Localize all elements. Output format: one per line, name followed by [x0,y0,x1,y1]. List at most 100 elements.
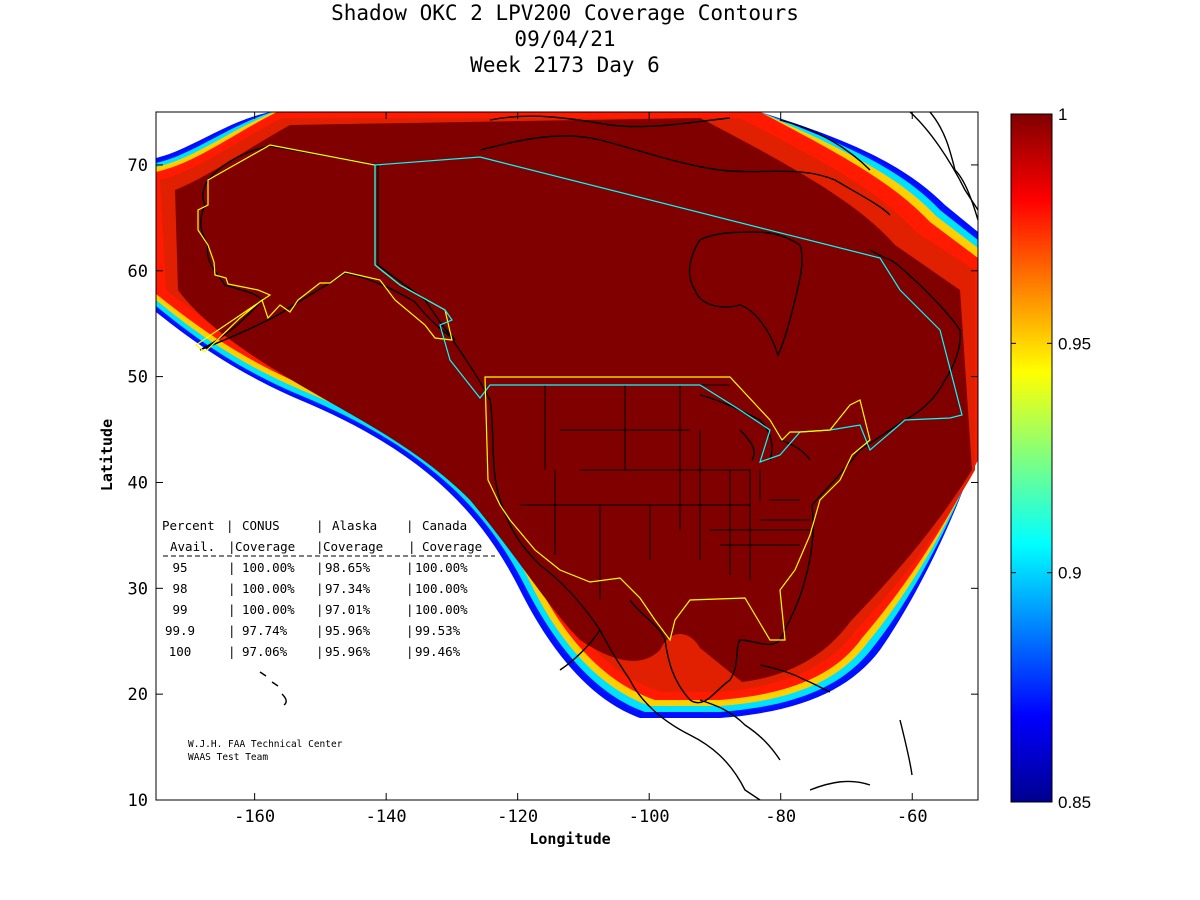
table-cell: 97.01% [325,602,371,617]
plot-area [156,112,978,800]
y-axis: 10 20 30 40 50 60 70 [128,156,978,811]
title-line-3: Week 2173 Day 6 [470,53,660,77]
table-sep: | [316,581,324,596]
y-tick-label: 50 [128,368,148,388]
y-tick-label: 70 [128,156,148,176]
coastline-great-lakes [699,394,811,461]
x-axis: -160 -140 -120 -100 -80 -60 [234,112,928,827]
table-sep: | [408,539,416,554]
table-header-canada: Canada [422,518,467,533]
title-line-2: 09/04/21 [514,27,616,51]
coastline-mexico [559,629,781,761]
table-cell: 95.96% [325,623,371,638]
table-header-canada-coverage: Coverage [422,539,482,554]
table-cell: 99.46% [415,644,461,659]
alaska-boundary [194,144,453,353]
x-tick-label: -160 [234,807,275,827]
coverage-contours [156,112,978,718]
table-sep: | [228,623,236,638]
x-tick-label: -100 [629,807,670,827]
table-sep: | [228,539,236,554]
conus-boundary [484,376,871,642]
table-header-alaska-coverage: Coverage [323,539,383,554]
table-cell: 97.06% [242,644,288,659]
y-tick-label: 60 [128,262,148,282]
table-sep: | [406,581,414,596]
table-row: 98 100.00% 97.34% 100.00%| | | [172,581,468,596]
coastline-hawaii [259,671,287,706]
table-sep: | [406,518,414,533]
table-cell: 97.34% [325,581,371,596]
table-cell: 100.00% [242,602,295,617]
table-row: 99.9 97.74% 95.96% 99.53%| | | [165,623,461,638]
coastline-east [804,249,962,581]
table-sep: | [316,623,324,638]
contour-full-coverage [175,118,972,682]
y-axis-label: Latitude [98,419,116,491]
table-cell: 95 [172,560,187,575]
table-header-alaska: Alaska [332,518,377,533]
table-cell: 99 [172,602,187,617]
table-header-row-2: Avail. | Coverage | Coverage | Coverage [170,539,482,554]
table-cell: 100.00% [415,560,468,575]
y-tick-label: 20 [128,685,148,705]
x-tick-label: -120 [497,807,538,827]
colorbar-tick-label: 0.95 [1058,334,1091,353]
plot-frame [155,111,979,801]
table-cell: 100.00% [415,581,468,596]
coverage-table: Percent | CONUS | Alaska | Canada Avail.… [162,518,495,659]
table-sep: | [316,602,324,617]
table-header-percent: Percent [162,518,215,533]
table-header-conus: CONUS [242,518,280,533]
table-sep: | [316,518,324,533]
table-cell: 100 [169,644,192,659]
table-cell: 100.00% [242,581,295,596]
y-tick-label: 40 [128,473,148,493]
table-sep: | [406,560,414,575]
table-header-row-1: Percent | CONUS | Alaska | Canada [162,518,467,533]
x-tick-label: -60 [897,807,928,827]
table-cell: 100.00% [415,602,468,617]
colorbar-ticks: 0.85 0.9 0.95 1 [1011,105,1091,812]
colorbar-tick-label: 0.85 [1058,793,1091,812]
coastlines [199,112,978,800]
table-cell: 99.53% [415,623,461,638]
table-header-conus-coverage: Coverage [235,539,295,554]
table-cell: 98 [172,581,187,596]
coastline-arctic [479,112,978,216]
table-cell: 95.96% [325,644,371,659]
canada-boundary [374,156,963,463]
colorbar-tick-label: 1 [1058,105,1067,124]
table-sep: | [406,644,414,659]
x-tick-label: -80 [765,807,796,827]
coastline-greenland [929,112,978,221]
table-cell: 97.74% [242,623,288,638]
credit-line-2: WAAS Test Team [188,752,268,763]
coastline-caribbean [759,664,913,791]
table-sep: | [406,602,414,617]
table-sep: | [228,602,236,617]
colorbar-tick-label: 0.9 [1058,564,1082,583]
y-tick-label: 30 [128,579,148,599]
table-sep: | [228,644,236,659]
table-sep: | [228,560,236,575]
x-tick-label: -140 [366,807,407,827]
table-cell: 98.65% [325,560,371,575]
table-row: 95 100.00% 98.65% 100.00%| | | [172,560,468,575]
table-cell: 99.9 [165,623,195,638]
x-axis-label: Longitude [529,830,610,848]
table-sep: | [316,644,324,659]
y-tick-label: 10 [128,791,148,811]
table-sep: | [228,581,236,596]
table-rows: 95 100.00% 98.65% 100.00%| | |98 100.00% 97.34%… [165,560,468,659]
table-sep: | [316,539,324,554]
table-sep: | [226,518,234,533]
table-header-avail: Avail. [170,539,215,554]
table-cell: 100.00% [242,560,295,575]
table-sep: | [316,560,324,575]
colorbar [1010,113,1053,803]
table-sep: | [406,623,414,638]
table-row: 99 100.00% 97.01% 100.00%| | | [172,602,468,617]
coastline-hudson-bay [688,231,803,357]
